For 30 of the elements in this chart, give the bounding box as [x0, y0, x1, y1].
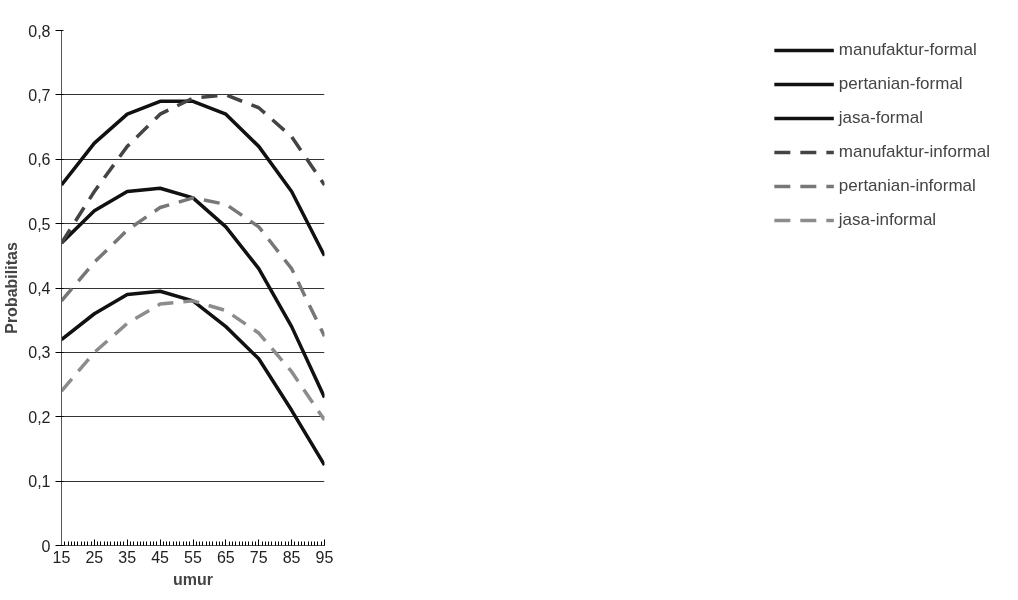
x-tick-label: 85 — [282, 548, 301, 566]
legend-label: pertanian-formal — [838, 74, 963, 94]
legend-label: pertanian-informal — [838, 176, 976, 196]
legend-label: jasa-formal — [838, 108, 923, 128]
legend-label: manufaktur-formal — [838, 40, 977, 60]
y-tick-label: 0,3 — [28, 344, 51, 362]
y-tick-label: 0,8 — [28, 22, 51, 40]
y-tick-label: 0,6 — [28, 151, 51, 169]
line-series — [61, 186, 325, 400]
y-tick-label: 0,7 — [28, 86, 51, 104]
x-tick-label: 95 — [315, 548, 334, 566]
x-tick-label: 35 — [118, 548, 137, 566]
x-tick-label: 45 — [151, 548, 170, 566]
line-series — [61, 289, 325, 467]
x-axis-title: umur — [173, 570, 213, 588]
legend-label: manufaktur-informal — [838, 142, 990, 162]
y-axis-title: Probabilitas — [3, 242, 21, 334]
y-tick-label: 0,1 — [28, 473, 51, 491]
x-tick-label: 75 — [249, 548, 268, 566]
y-tick-label: 0 — [41, 537, 51, 555]
line-series — [61, 299, 325, 422]
y-tick-label: 0,5 — [28, 215, 51, 233]
x-tick-label: 25 — [85, 548, 104, 566]
x-tick-label: 15 — [52, 548, 71, 566]
line-series — [61, 196, 325, 339]
x-tick-label: 55 — [184, 548, 202, 566]
y-tick-label: 0,2 — [28, 408, 51, 426]
legend-label: jasa-informal — [838, 210, 937, 230]
y-tick-label: 0,4 — [28, 280, 51, 297]
x-tick-label: 65 — [216, 548, 235, 566]
